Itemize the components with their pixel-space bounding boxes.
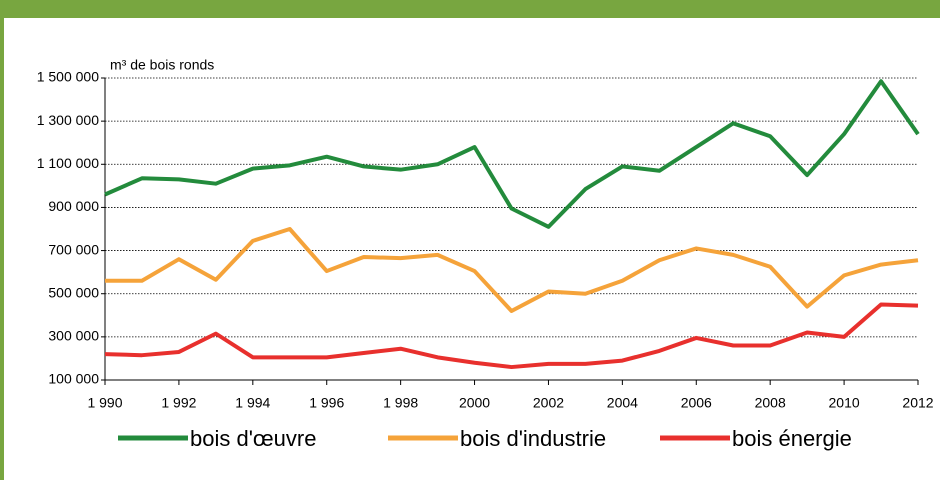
x-tick-label: 1 996 xyxy=(309,395,344,411)
x-tick-label: 1 994 xyxy=(235,395,270,411)
y-tick-label: 900 000 xyxy=(48,198,99,214)
y-axis-label: m³ de bois ronds xyxy=(110,57,214,73)
left-border xyxy=(0,0,4,480)
y-tick-label: 1 300 000 xyxy=(37,112,99,128)
series-line xyxy=(104,79,920,229)
header-band xyxy=(0,0,940,18)
x-tick-label: 2012 xyxy=(902,395,933,411)
x-tick-label: 2006 xyxy=(681,395,712,411)
x-tick-label: 2010 xyxy=(829,395,860,411)
x-tick-label: 1 998 xyxy=(383,395,418,411)
series-line xyxy=(105,227,919,313)
legend-label: bois énergie xyxy=(732,426,852,451)
x-tick-label: 1 990 xyxy=(87,395,122,411)
x-tick-label: 2000 xyxy=(459,395,490,411)
y-tick-label: 1 500 000 xyxy=(37,69,99,85)
legend-label: bois d'œuvre xyxy=(190,426,316,451)
y-tick-label: 500 000 xyxy=(48,284,99,300)
x-tick-label: 2008 xyxy=(755,395,786,411)
x-tick-label: 2004 xyxy=(607,395,638,411)
y-tick-label: 300 000 xyxy=(48,328,99,344)
series-line xyxy=(104,302,919,370)
x-tick-label: 1 992 xyxy=(161,395,196,411)
y-tick-label: 1 100 000 xyxy=(37,155,99,171)
y-tick-label: 700 000 xyxy=(48,241,99,257)
legend-label: bois d'industrie xyxy=(460,426,606,451)
x-tick-label: 2002 xyxy=(533,395,564,411)
y-tick-label: 100 000 xyxy=(48,371,99,387)
